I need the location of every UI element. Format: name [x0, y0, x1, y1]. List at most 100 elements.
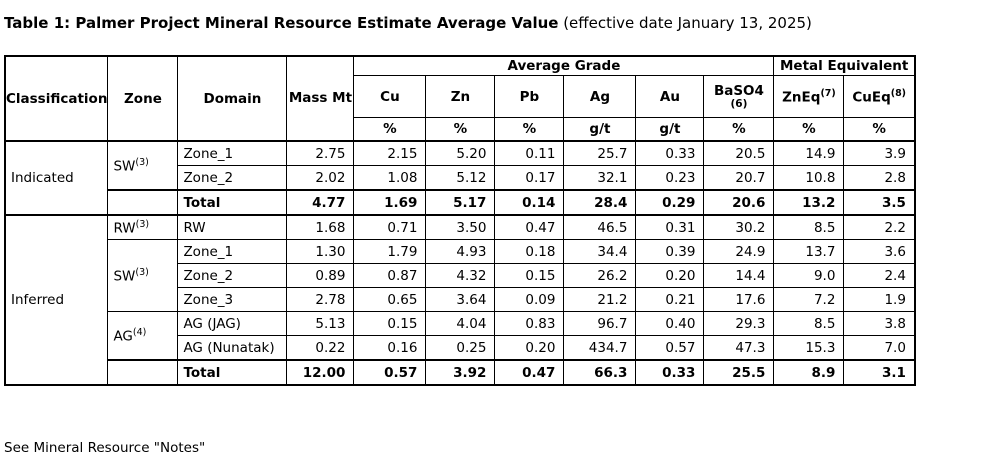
col-header-mass-mt: Mass Mt — [286, 55, 355, 142]
domain-cell: AG (JAG) — [177, 311, 288, 336]
cu-cell: 0.57 — [353, 359, 427, 386]
col-header-cueq: CuEq(8) — [843, 75, 916, 118]
pb-cell: 0.14 — [494, 189, 565, 216]
au-cell: 0.39 — [635, 239, 705, 264]
col-header-classification: Classification — [4, 55, 109, 142]
cueq-cell: 2.2 — [843, 214, 916, 240]
cueq-cell: 3.9 — [843, 140, 916, 166]
baso4-cell: 20.5 — [703, 140, 775, 166]
pb-cell: 0.15 — [494, 263, 565, 288]
au-cell: 0.33 — [635, 359, 705, 386]
zn-cell: 5.17 — [425, 189, 496, 216]
header-row-columns: Cu Zn Pb Ag Au BaSO4 (6) ZnEq(7) CuEq(8) — [5, 75, 916, 118]
unit-cueq: % — [843, 117, 916, 142]
zneq-cell: 7.2 — [773, 287, 845, 312]
domain-cell: Total — [177, 359, 288, 386]
baso4-cell: 14.4 — [703, 263, 775, 288]
zn-cell: 0.25 — [425, 335, 496, 361]
table-row: AG(4) AG (JAG) 5.13 0.15 4.04 0.83 96.7 … — [5, 311, 916, 361]
unit-baso4: % — [703, 117, 775, 142]
unit-zneq: % — [773, 117, 845, 142]
zneq-cell: 8.9 — [773, 359, 845, 386]
table-row-total-inferred: Total 12.00 0.57 3.92 0.47 66.3 0.33 25.… — [5, 359, 916, 386]
table-row: Inferred RW(3) RW 1.68 0.71 3.50 0.47 46… — [4, 214, 916, 386]
ag-cell: 25.7 — [563, 140, 637, 166]
col-header-pb: Pb — [494, 75, 565, 118]
zneq-label: ZnEq — [782, 89, 821, 106]
pb-cell: 0.47 — [494, 359, 565, 386]
au-cell: 0.29 — [635, 189, 705, 216]
col-header-au: Au — [635, 75, 705, 118]
baso4-cell: 29.3 — [703, 311, 775, 336]
zneq-cell: 14.9 — [773, 140, 845, 166]
zn-cell: 4.04 — [425, 311, 496, 336]
domain-cell: Total — [177, 189, 288, 216]
au-cell: 0.40 — [635, 311, 705, 336]
pb-cell: 0.47 — [494, 214, 565, 240]
table-title: Table 1: Palmer Project Mineral Resource… — [4, 14, 812, 32]
cu-cell: 0.65 — [353, 287, 427, 312]
table-row: SW(3) Zone_1 1.30 1.79 4.93 0.18 34.4 0.… — [5, 239, 916, 312]
pb-cell: 0.83 — [494, 311, 565, 336]
baso4-cell: 20.7 — [703, 165, 775, 191]
ag-cell: 66.3 — [563, 359, 637, 386]
mass-cell: 1.30 — [286, 239, 355, 264]
classification-cell-indicated: Indicated — [4, 140, 109, 216]
zone-label: SW — [113, 268, 136, 285]
col-header-zn: Zn — [425, 75, 496, 118]
col-header-ag: Ag — [563, 75, 637, 118]
group-header-metal-equivalent: Metal Equivalent — [773, 55, 916, 76]
footnote-reference: See Mineral Resource "Notes" — [4, 440, 206, 456]
cueq-label: CuEq — [852, 89, 891, 106]
zone-footnote-ref: (4) — [132, 326, 147, 338]
pb-cell: 0.11 — [494, 140, 565, 166]
cueq-cell: 1.9 — [843, 287, 916, 312]
cu-cell: 1.69 — [353, 189, 427, 216]
mass-cell: 2.02 — [286, 165, 355, 191]
mass-cell: 0.89 — [286, 263, 355, 288]
domain-cell: Zone_2 — [177, 263, 288, 288]
mass-cell: 0.22 — [286, 335, 355, 361]
ag-cell: 34.4 — [563, 239, 637, 264]
baso4-footnote-ref: (6) — [730, 97, 748, 110]
domain-cell: Zone_1 — [177, 140, 288, 166]
zone-footnote-ref: (3) — [135, 218, 150, 230]
classification-cell-inferred: Inferred — [4, 214, 109, 386]
ag-cell: 32.1 — [563, 165, 637, 191]
domain-cell: AG (Nunatak) — [177, 335, 288, 361]
baso4-cell: 20.6 — [703, 189, 775, 216]
zn-cell: 3.50 — [425, 214, 496, 240]
baso4-label: BaSO4 — [713, 82, 764, 99]
cu-cell: 1.08 — [353, 165, 427, 191]
cu-cell: 0.71 — [353, 214, 427, 240]
pb-cell: 0.18 — [494, 239, 565, 264]
zneq-cell: 13.2 — [773, 189, 845, 216]
zneq-cell: 10.8 — [773, 165, 845, 191]
domain-cell: RW — [177, 214, 288, 240]
col-header-domain: Domain — [177, 55, 288, 142]
cu-cell: 2.15 — [353, 140, 427, 166]
cu-cell: 0.16 — [353, 335, 427, 361]
zone-label: SW — [113, 158, 136, 175]
table-row-total-indicated: Total 4.77 1.69 5.17 0.14 28.4 0.29 20.6… — [5, 189, 916, 216]
zn-cell: 3.92 — [425, 359, 496, 386]
zneq-cell: 8.5 — [773, 311, 845, 336]
zneq-footnote-ref: (7) — [820, 87, 836, 99]
zneq-cell: 15.3 — [773, 335, 845, 361]
ag-cell: 28.4 — [563, 189, 637, 216]
table-title-effective-date: (effective date January 13, 2025) — [558, 14, 812, 32]
ag-cell: 26.2 — [563, 263, 637, 288]
domain-cell: Zone_3 — [177, 287, 288, 312]
au-cell: 0.23 — [635, 165, 705, 191]
ag-cell: 21.2 — [563, 287, 637, 312]
mass-cell: 1.68 — [286, 214, 355, 240]
ag-cell: 46.5 — [563, 214, 637, 240]
zone-footnote-ref: (3) — [135, 266, 149, 278]
cueq-cell: 3.5 — [843, 189, 916, 216]
pb-cell: 0.20 — [494, 335, 565, 361]
zone-footnote-ref: (3) — [135, 156, 149, 168]
zn-cell: 4.32 — [425, 263, 496, 288]
cueq-cell: 2.8 — [843, 165, 916, 191]
unit-cu: % — [353, 117, 427, 142]
zone-label: RW — [113, 220, 136, 237]
